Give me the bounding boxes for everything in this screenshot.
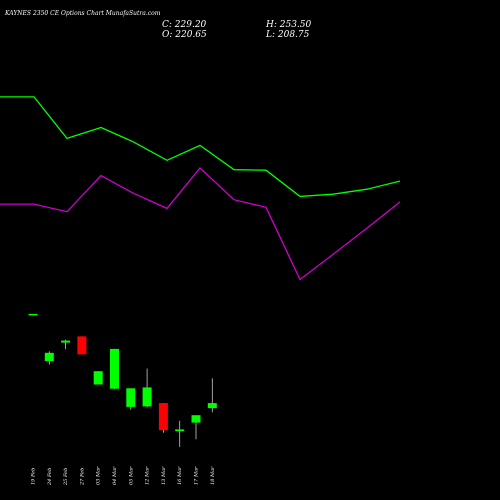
candle <box>77 336 87 355</box>
open-value: O: 220.65 <box>162 30 207 40</box>
series-line-1 <box>0 96 401 198</box>
x-tick-label: 12 Mar <box>145 466 151 485</box>
x-tick-label: 04 Mar <box>112 466 118 485</box>
series-line-2 <box>0 167 401 281</box>
chart-title: KAYNES 2350 CE Options Chart MunafaSutra… <box>4 10 161 17</box>
candle-body <box>191 415 201 423</box>
x-axis-ticks: 19 Feb 24 Feb 25 Feb 27 Feb 03 Mar 04 Mar 05 M… <box>31 466 216 486</box>
candle <box>28 313 38 316</box>
candle-body <box>142 387 152 407</box>
x-tick-label: 24 Feb <box>47 468 53 486</box>
x-tick-label: 16 Mar <box>177 466 183 485</box>
candle <box>207 378 217 413</box>
candles <box>28 313 217 447</box>
candle-body <box>93 371 103 385</box>
candle-body <box>61 340 71 343</box>
x-tick-label: 03 Mar <box>96 466 102 485</box>
candle <box>61 339 71 350</box>
candle-body <box>175 429 185 432</box>
candle <box>158 403 168 433</box>
x-tick-label: 19 Feb <box>31 468 37 485</box>
x-tick-label: 25 Feb <box>63 468 69 486</box>
candle <box>93 371 103 385</box>
x-tick-label: 18 Mar <box>210 466 216 485</box>
candle-body <box>207 403 217 409</box>
indicator-lines <box>0 96 401 281</box>
x-tick-label: 13 Mar <box>161 466 167 485</box>
candle <box>142 368 152 408</box>
x-tick-label: 05 Mar <box>128 466 134 485</box>
candle-body <box>77 336 87 355</box>
candle <box>191 415 201 440</box>
candle-body <box>28 313 38 316</box>
candle-body <box>158 403 168 431</box>
candle <box>175 420 185 447</box>
low-value: L: 208.75 <box>265 30 310 40</box>
x-tick-label: 27 Feb <box>79 468 85 486</box>
high-value: H: 253.50 <box>265 20 312 30</box>
close-value: C: 229.20 <box>162 20 207 30</box>
candle-body <box>44 352 54 362</box>
candle <box>110 348 119 390</box>
candle-body <box>110 348 119 389</box>
candle <box>44 351 54 365</box>
x-tick-label: 17 Mar <box>194 466 200 485</box>
candle <box>126 388 136 410</box>
candle-body <box>126 388 136 407</box>
